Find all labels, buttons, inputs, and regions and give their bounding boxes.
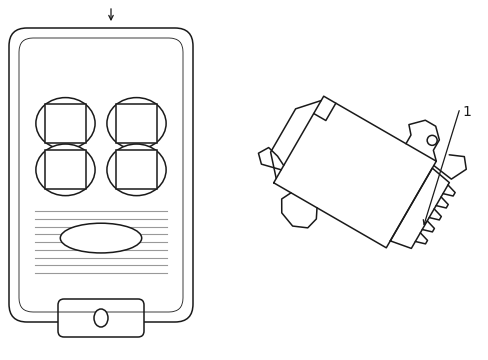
Ellipse shape [94, 309, 108, 327]
Bar [116, 150, 156, 189]
Bar [45, 150, 85, 189]
Bar [116, 104, 156, 143]
FancyBboxPatch shape [58, 299, 143, 337]
Ellipse shape [60, 223, 142, 253]
Bar [45, 104, 85, 143]
Circle shape [427, 135, 436, 145]
Ellipse shape [107, 98, 166, 149]
Ellipse shape [36, 98, 95, 149]
Ellipse shape [107, 144, 166, 195]
FancyBboxPatch shape [9, 28, 193, 322]
Ellipse shape [36, 144, 95, 195]
Text: 1: 1 [461, 105, 470, 119]
